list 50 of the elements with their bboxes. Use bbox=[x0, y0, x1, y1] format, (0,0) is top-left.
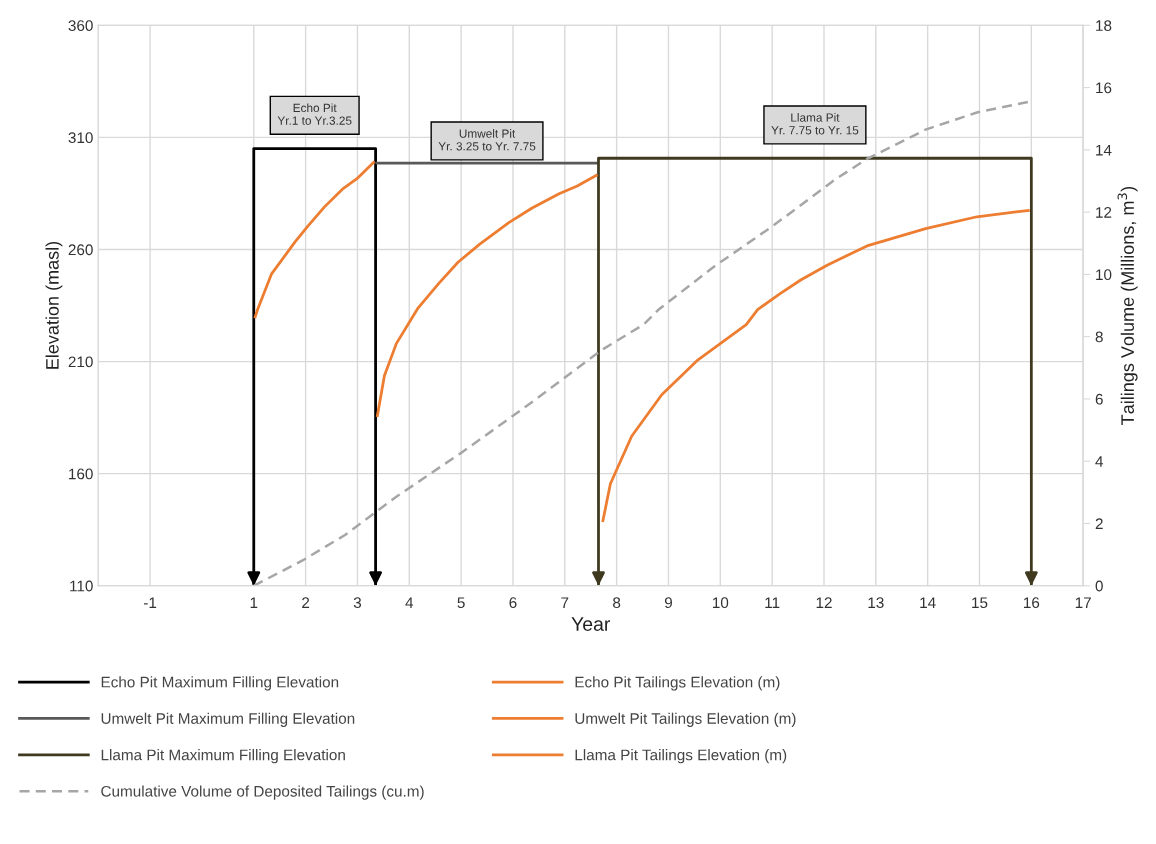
line-series bbox=[375, 173, 599, 419]
x-tick-label: 8 bbox=[613, 597, 621, 609]
y-tick-label: 360 bbox=[68, 20, 93, 32]
legend-label: Umwelt Pit Tailings Elevation (m) bbox=[575, 712, 796, 727]
x-tick-label: 15 bbox=[972, 597, 988, 609]
y2-tick-label: 12 bbox=[1096, 206, 1112, 218]
legend-label: Cumulative Volume of Deposited Tailings (cu.m) bbox=[101, 785, 424, 800]
line-series bbox=[601, 208, 1032, 524]
x-tick-label: 1 bbox=[250, 597, 258, 608]
legend-label: Llama Pit Maximum Filling Elevation bbox=[101, 749, 345, 764]
x-tick-label: 3 bbox=[353, 597, 362, 609]
x-tick-label: 16 bbox=[1024, 597, 1040, 609]
annotation: Llama Pit Yr. 7.75 to Yr. 15 bbox=[771, 113, 859, 135]
x-tick-label: 9 bbox=[664, 597, 672, 609]
y-tick-label: 160 bbox=[69, 468, 93, 480]
x-tick-label: 13 bbox=[868, 597, 884, 609]
legend-label: Llama Pit Tailings Elevation (m) bbox=[575, 749, 787, 764]
y-tick-label: 310 bbox=[68, 132, 93, 144]
y-tick-label: 110 bbox=[70, 580, 93, 592]
x-tick-label: 4 bbox=[405, 597, 414, 608]
x-tick-label: 10 bbox=[712, 597, 729, 609]
x-tick-label: 6 bbox=[509, 597, 517, 609]
line-series bbox=[253, 160, 376, 320]
annotation: Echo Pit Yr.1 to Yr.3.25 bbox=[277, 103, 352, 125]
y2-tick-label: 6 bbox=[1095, 393, 1103, 405]
y2-tick-label: 18 bbox=[1096, 20, 1112, 32]
y2-tick-label: 10 bbox=[1096, 269, 1112, 281]
y2-axis-title: Tailings Volume (Millions, m$^{3}$) bbox=[1117, 186, 1138, 425]
x-tick-label: 5 bbox=[457, 597, 465, 609]
y2-tick-label: 16 bbox=[1096, 82, 1112, 94]
y2-tick-label: 2 bbox=[1095, 518, 1103, 529]
y-tick-label: 210 bbox=[68, 356, 93, 368]
x-tick-label: 7 bbox=[561, 597, 569, 608]
y-axis-title: Elevation (masl) bbox=[45, 241, 63, 369]
y2-tick-label: 8 bbox=[1095, 331, 1103, 343]
y2-tick-label: 14 bbox=[1096, 144, 1112, 156]
y2-tick-label: 0 bbox=[1095, 580, 1103, 592]
legend-label: Umwelt Pit Maximum Filling Elevation bbox=[101, 712, 355, 727]
legend-label: Echo Pit Tailings Elevation (m) bbox=[575, 676, 780, 691]
y2-tick-label: 4 bbox=[1095, 456, 1104, 467]
x-tick-label: 12 bbox=[816, 597, 832, 608]
legend-label: Echo Pit Maximum Filling Elevation bbox=[101, 676, 339, 691]
x-tick-label: 17 bbox=[1075, 597, 1091, 608]
x-tick-label: 11 bbox=[765, 597, 780, 608]
annotation: Umwelt Pit Yr. 3.25 to Yr. 7.75 bbox=[438, 129, 536, 151]
x-axis-title: Year bbox=[571, 617, 611, 631]
y-tick-label: 260 bbox=[68, 244, 93, 256]
x-tick-label: 14 bbox=[920, 597, 936, 608]
x-tick-label: 2 bbox=[302, 597, 310, 608]
x-tick-label: -1 bbox=[143, 597, 157, 608]
